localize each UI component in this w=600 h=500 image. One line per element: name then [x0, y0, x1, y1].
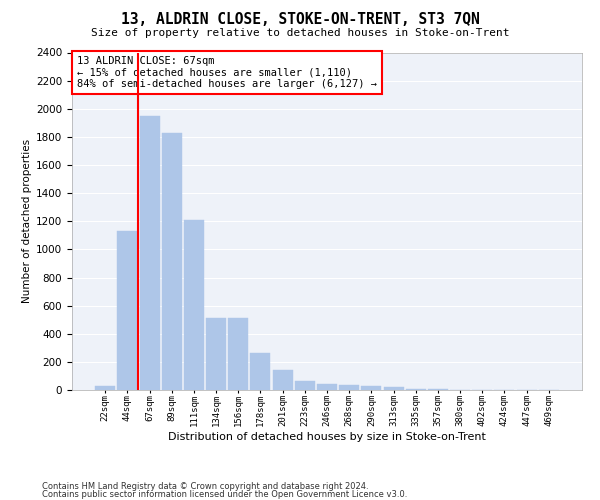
X-axis label: Distribution of detached houses by size in Stoke-on-Trent: Distribution of detached houses by size …: [168, 432, 486, 442]
Bar: [228, 318, 248, 390]
Bar: [95, 386, 115, 390]
Bar: [272, 370, 293, 390]
Text: Contains public sector information licensed under the Open Government Licence v3: Contains public sector information licen…: [42, 490, 407, 499]
Bar: [339, 385, 359, 390]
Text: Contains HM Land Registry data © Crown copyright and database right 2024.: Contains HM Land Registry data © Crown c…: [42, 482, 368, 491]
Bar: [140, 116, 160, 390]
Text: 13 ALDRIN CLOSE: 67sqm
← 15% of detached houses are smaller (1,110)
84% of semi-: 13 ALDRIN CLOSE: 67sqm ← 15% of detached…: [77, 56, 377, 89]
Bar: [184, 220, 204, 390]
Text: Size of property relative to detached houses in Stoke-on-Trent: Size of property relative to detached ho…: [91, 28, 509, 38]
Bar: [118, 231, 137, 390]
Bar: [162, 132, 182, 390]
Bar: [206, 318, 226, 390]
Bar: [406, 388, 426, 390]
Bar: [317, 384, 337, 390]
Text: 13, ALDRIN CLOSE, STOKE-ON-TRENT, ST3 7QN: 13, ALDRIN CLOSE, STOKE-ON-TRENT, ST3 7Q…: [121, 12, 479, 28]
Bar: [295, 381, 315, 390]
Bar: [361, 386, 382, 390]
Bar: [250, 352, 271, 390]
Bar: [383, 387, 404, 390]
Y-axis label: Number of detached properties: Number of detached properties: [22, 139, 32, 304]
